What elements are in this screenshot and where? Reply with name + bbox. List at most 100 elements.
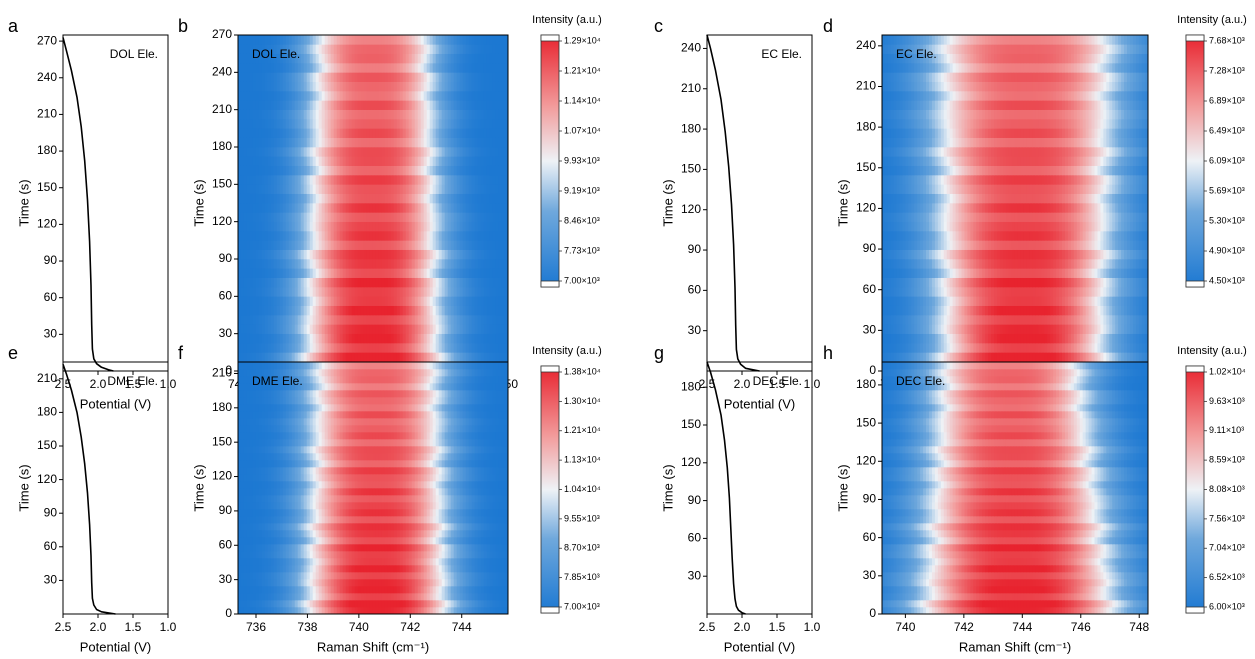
x-tick-label: 2.5 <box>699 620 716 634</box>
colorbar-cap-bottom <box>1185 280 1205 288</box>
colorbar-tick-label: 1.21×10⁴ <box>564 425 601 435</box>
panel-h: h Intensity (a.u.) 1.02×10⁴ 9.63×10³ 9.11×10… <box>823 343 1247 655</box>
x-tick-label: 748 <box>1129 620 1149 634</box>
colorbar-b <box>540 34 560 288</box>
x-tick-label: 1.5 <box>769 377 786 391</box>
colorbar-tick-label: 7.68×10³ <box>1209 35 1245 45</box>
y-tick-label: 180 <box>681 379 701 393</box>
x-tick-label: 2.5 <box>55 620 72 634</box>
colorbar-cap-bottom <box>540 606 560 614</box>
panel-b: b Intensity (a.u.) 1.29×10⁴ 1.21×10⁴ 1.14×10… <box>178 14 602 412</box>
plot-annotation: DOL Ele. <box>110 47 158 61</box>
colorbar-tick-label: 1.21×10⁴ <box>564 65 601 75</box>
panel-a: a2.5 2.0 1.5 1.0306090120150180210240270Pot… <box>8 16 177 412</box>
heatmap-d <box>882 35 1148 371</box>
panel-f: f Intensity (a.u.) 1.38×10⁴ 1.30×10⁴ 1.21×10… <box>178 343 602 655</box>
panel-letter-d: d <box>823 16 833 36</box>
y-tick-label: 30 <box>688 568 702 582</box>
x-tick-label: 2.0 <box>90 620 107 634</box>
y-tick-label: 150 <box>212 177 232 191</box>
x-axis-label: Potential (V) <box>724 396 796 411</box>
colorbar-tick-label: 6.49×10³ <box>1209 125 1245 135</box>
y-tick-label: 90 <box>219 251 233 265</box>
colorbar-tick-label: 7.56×10³ <box>1209 513 1245 523</box>
colorbar-tick-label: 8.46×10³ <box>564 215 600 225</box>
y-tick-label: 150 <box>856 160 876 174</box>
x-tick-label: 2.0 <box>734 620 751 634</box>
x-axis-label: Potential (V) <box>724 639 796 654</box>
colorbar-tick-label: 1.13×10⁴ <box>564 455 601 465</box>
x-tick-label: 740 <box>895 620 915 634</box>
voltage-curve-g <box>706 361 746 615</box>
colorbar-h <box>1185 365 1205 614</box>
axes-frame-f <box>237 361 509 615</box>
y-tick-label: 30 <box>44 327 58 341</box>
colorbar-cap-top <box>540 365 560 373</box>
x-tick-label: 744 <box>452 620 472 634</box>
voltage-curve-a <box>62 37 114 372</box>
x-tick-label: 1.0 <box>160 620 177 634</box>
y-axis-label: Time (s) <box>835 464 850 511</box>
y-tick-label: 270 <box>212 27 232 41</box>
colorbar-tick-label: 9.63×10³ <box>1209 396 1245 406</box>
y-tick-label: 180 <box>856 377 876 391</box>
plot-annotation: DEC Ele. <box>896 374 945 388</box>
panel-letter-e: e <box>8 343 18 363</box>
y-tick-label: 240 <box>856 38 876 52</box>
colorbar-tick-label: 7.85×10³ <box>564 572 600 582</box>
x-axis-label: Raman Shift (cm⁻¹) <box>959 639 1071 654</box>
y-tick-label: 120 <box>37 472 57 486</box>
colorbar-tick-label: 8.59×10³ <box>1209 455 1245 465</box>
panel-g: g 2.5 2.0 1.5 1.0 30 60 90 120 150 180 Potential (V… <box>654 343 821 655</box>
axes-frame-h <box>881 361 1149 615</box>
y-axis-label: Time (s) <box>191 179 206 226</box>
voltage-curve-e <box>62 363 116 615</box>
y-tick-label: 90 <box>688 493 702 507</box>
colorbar-title: Intensity (a.u.) <box>532 14 602 26</box>
y-tick-label: 30 <box>219 572 233 586</box>
y-tick-label: 150 <box>681 162 701 176</box>
y-tick-label: 150 <box>37 180 57 194</box>
y-tick-label: 90 <box>44 253 58 267</box>
y-tick-label: 180 <box>37 405 57 419</box>
x-tick-label: 1.0 <box>804 620 821 634</box>
panel-letter-h: h <box>823 343 833 363</box>
y-tick-label: 120 <box>37 217 57 231</box>
y-tick-label: 60 <box>688 283 702 297</box>
colorbar-tick-label: 6.09×10³ <box>1209 155 1245 165</box>
y-tick-label: 0 <box>225 606 232 620</box>
colorbar-tick-label: 4.50×10³ <box>1209 275 1245 285</box>
y-tick-label: 60 <box>44 290 58 304</box>
colorbar-d <box>1185 34 1205 288</box>
colorbar-tick-label: 9.19×10³ <box>564 185 600 195</box>
colorbar-title: Intensity (a.u.) <box>1177 345 1247 357</box>
colorbar-tick-label: 8.08×10³ <box>1209 484 1245 494</box>
voltage-curve-c <box>706 34 760 372</box>
colorbar-cap-top <box>1185 365 1205 373</box>
x-axis-label: Raman Shift (cm⁻¹) <box>317 639 429 654</box>
colorbar-tick-label: 9.93×10³ <box>564 155 600 165</box>
colorbar-title: Intensity (a.u.) <box>1177 14 1247 26</box>
colorbar-tick-label: 6.00×10³ <box>1209 601 1245 611</box>
y-tick-label: 60 <box>863 530 877 544</box>
y-tick-label: 270 <box>37 33 57 47</box>
y-tick-label: 150 <box>212 434 232 448</box>
plot-annotation: EC Ele. <box>761 47 802 61</box>
y-tick-label: 150 <box>37 438 57 452</box>
y-tick-label: 30 <box>219 326 233 340</box>
y-axis-label: Time (s) <box>16 179 31 226</box>
colorbar-cap-bottom <box>1185 606 1205 614</box>
colorbar-tick-label: 1.04×10⁴ <box>564 484 601 494</box>
plot-annotation: DME Ele. <box>252 374 303 388</box>
colorbar-tick-label: 9.55×10³ <box>564 513 600 523</box>
x-tick-label: 1.5 <box>769 620 786 634</box>
y-tick-label: 210 <box>856 79 876 93</box>
y-tick-label: 120 <box>681 202 701 216</box>
y-tick-label: 60 <box>863 282 877 296</box>
axes-frame-g <box>706 361 813 615</box>
y-tick-label: 30 <box>863 323 877 337</box>
x-tick-label: 742 <box>954 620 974 634</box>
y-tick-label: 60 <box>219 537 233 551</box>
colorbar-tick-label: 4.90×10³ <box>1209 245 1245 255</box>
colorbar-tick-label: 5.30×10³ <box>1209 215 1245 225</box>
